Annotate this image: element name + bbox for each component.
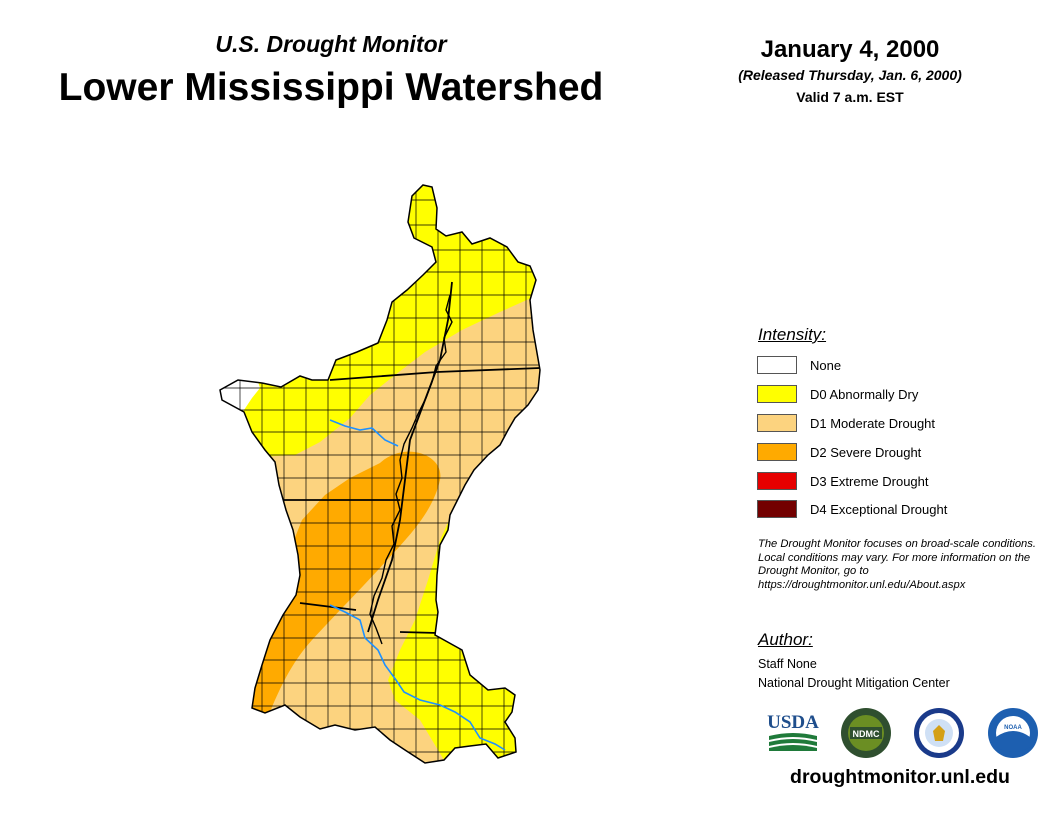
release-date: (Released Thursday, Jan. 6, 2000) (738, 67, 962, 83)
legend-swatch (757, 356, 797, 374)
rivers (329, 419, 506, 751)
author-organization: National Drought Mitigation Center (758, 676, 950, 690)
legend-item-none: None (757, 354, 841, 376)
commerce-logo (914, 708, 964, 758)
usda-logo-text: USDA (767, 712, 819, 733)
legend-label: D3 Extreme Drought (810, 473, 929, 489)
legend-swatch (757, 385, 797, 403)
ndmc-logo-text: NDMC (853, 729, 880, 739)
author-title: Author: (758, 630, 813, 649)
legend-item-d2: D2 Severe Drought (757, 441, 921, 463)
noaa-logo: NOAA (988, 708, 1038, 758)
arkansas-river (329, 419, 399, 447)
legend-item-d3: D3 Extreme Drought (757, 470, 929, 492)
legend-swatch (757, 443, 797, 461)
usda-logo: USDA (767, 712, 819, 751)
legend-item-d1: D1 Moderate Drought (757, 412, 935, 434)
red-atchafalaya-river (329, 604, 506, 751)
legend-item-d0: D0 Abnormally Dry (757, 383, 918, 405)
website-link[interactable]: droughtmonitor.unl.edu (790, 766, 1010, 788)
map-title: Lower Mississippi Watershed (58, 66, 604, 109)
d2-severe-region (245, 451, 441, 725)
noaa-logo-text: NOAA (1004, 725, 1022, 731)
legend-title: Intensity: (758, 325, 827, 344)
valid-time: Valid 7 a.m. EST (796, 89, 904, 105)
legend-label: None (810, 357, 842, 373)
none-northwest-region (220, 370, 260, 420)
mississippi-river (369, 294, 453, 645)
legend-swatch (757, 500, 797, 518)
legend-label: D0 Abnormally Dry (810, 386, 919, 402)
drought-map (219, 184, 541, 764)
ndmc-logo: NDMC (841, 708, 891, 758)
legend-label: D2 Severe Drought (810, 444, 922, 460)
legend-label: D1 Moderate Drought (810, 415, 936, 431)
legend-swatch (757, 472, 797, 490)
legend-swatch (757, 414, 797, 432)
author-name: Staff None (758, 657, 817, 671)
watershed-outline (219, 184, 541, 764)
map-date: January 4, 2000 (760, 36, 940, 63)
map-subtitle: U.S. Drought Monitor (215, 31, 447, 57)
disclaimer-note: The Drought Monitor focuses on broad-sca… (758, 538, 1036, 591)
legend-item-d4: D4 Exceptional Drought (757, 498, 947, 520)
legend-label: D4 Exceptional Drought (810, 501, 948, 517)
